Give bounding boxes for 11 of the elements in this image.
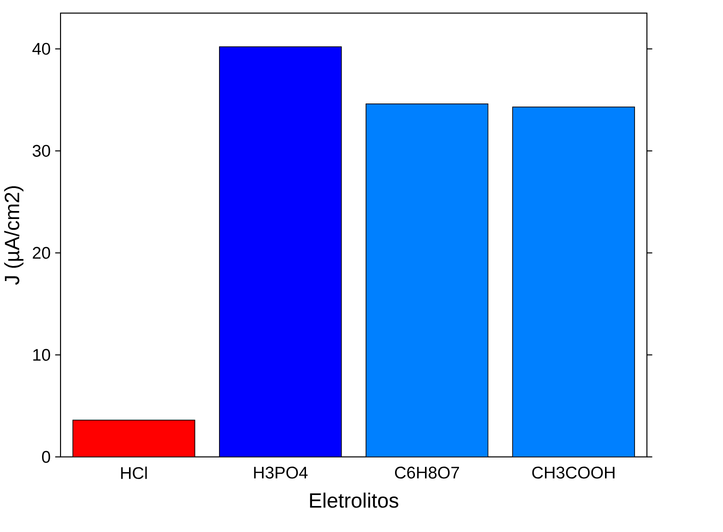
y-tick-label: 40 <box>32 42 50 55</box>
x-axis-title: Eletrolitos <box>310 492 398 508</box>
y-tick-label: 0 <box>42 450 50 463</box>
x-tick-label: HCl <box>121 466 147 480</box>
x-tick-label: CH3COOH <box>532 466 614 479</box>
y-axis-title: J (µA/cm2) <box>4 186 24 285</box>
x-tick-label: C6H8O7 <box>395 466 460 479</box>
y-tick-label: 30 <box>32 144 50 157</box>
x-tick-label: H3PO4 <box>254 466 308 479</box>
y-tick-label: 20 <box>32 246 50 259</box>
y-tick-label: 10 <box>33 348 50 361</box>
